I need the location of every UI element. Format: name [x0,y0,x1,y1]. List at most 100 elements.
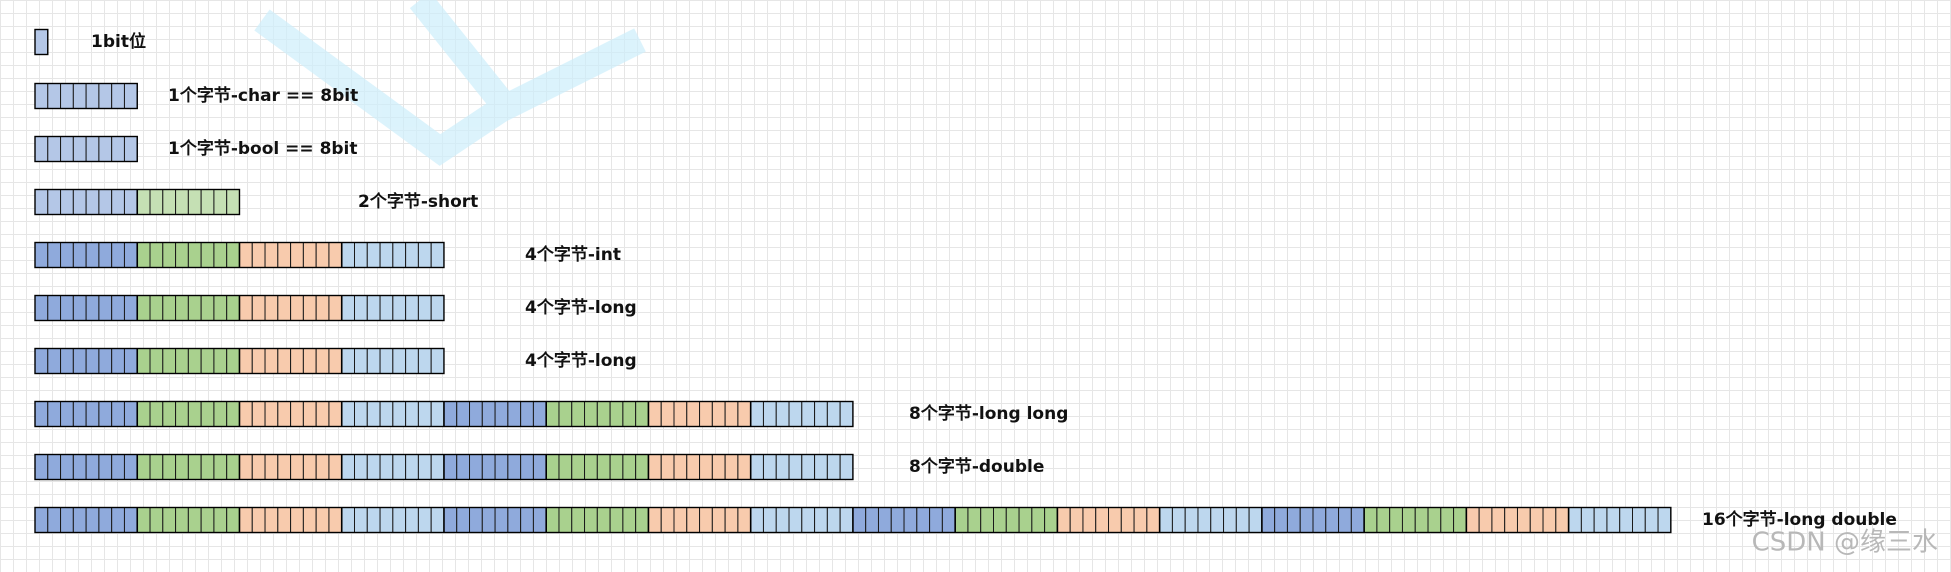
bit-cell [213,242,228,268]
bit-cell [571,507,586,533]
bit-cell [405,454,419,480]
bit-cell [277,242,292,268]
bit-cell [1223,507,1237,533]
bit-cell [494,454,509,480]
bit-cell [1657,507,1672,533]
bit-cell [839,401,854,427]
bit-cell [993,507,1007,533]
bit-cell [328,242,343,268]
bit-cell [1108,507,1122,533]
bit-cell [123,348,138,374]
bit-cell [277,454,292,480]
bit-cell [366,242,381,268]
bit-cell [622,454,637,480]
bit-cell [60,507,74,533]
bit-cell [175,348,189,374]
bit-cell [443,401,458,427]
bit-cell [302,348,317,374]
bit-cell [238,401,253,427]
bit-cell [123,83,138,109]
bit-cell [136,348,151,374]
bit-cell [47,507,62,533]
bit-cell [379,454,394,480]
bit-cell [162,348,177,374]
bit-cell [1440,507,1455,533]
bit-cell [392,295,407,321]
bar-outline [34,453,854,481]
bit-cell [47,454,62,480]
bit-cell [34,83,49,109]
bit-cell [584,454,598,480]
bit-cell [290,242,304,268]
bit-cell [711,401,726,427]
bit-cell [341,507,356,533]
bit-cell [213,454,228,480]
bit-cell [1465,507,1480,533]
bit-cell [1171,507,1186,533]
bit-cell [123,136,138,162]
bit-cell [1005,507,1020,533]
bit-cell [175,242,189,268]
bit-cell [405,295,419,321]
bit-cell [354,401,368,427]
bit-cell [85,242,100,268]
bit-cell [622,401,637,427]
bit-cell [737,507,752,533]
bit-cell [162,401,177,427]
bit-cell [520,401,534,427]
bar-outline [34,294,445,322]
bit-cell [1568,507,1582,533]
bit-cell [392,454,407,480]
bit-cell [1325,507,1340,533]
bit-cell [1082,507,1097,533]
bit-cell [699,454,713,480]
bit-cell [354,242,368,268]
bit-cell [456,507,471,533]
bit-cell [481,401,496,427]
watermark: CSDN @缘三水 [1752,528,1938,558]
bit-cell [967,507,982,533]
bit-cell [328,295,343,321]
bit-cell [175,454,189,480]
bit-cell [724,454,739,480]
bit-cell [238,242,253,268]
bit-cell [877,507,892,533]
bit-cell [72,401,87,427]
bit-cell [622,507,637,533]
bit-cell [149,401,164,427]
bit-cell [826,401,841,427]
bit-cell [673,454,688,480]
bit-bar [34,82,138,110]
bit-bar [34,400,854,428]
row-label: 1个字节-char == 8bit [168,85,358,106]
bit-cell [34,295,49,321]
bit-cell [1529,507,1544,533]
bit-bar [34,188,241,216]
bit-cell [136,507,151,533]
bit-cell [788,454,803,480]
bit-cell [328,507,343,533]
bit-cell [60,295,74,321]
bit-cell [775,401,790,427]
bar-outline [34,347,445,375]
bit-cell [980,507,994,533]
bit-cell [111,242,125,268]
bit-cell [149,454,164,480]
row-label: 2个字节-short [358,191,478,212]
bit-cell [405,348,419,374]
bit-cell [354,454,368,480]
bit-cell [136,242,151,268]
bit-cell [226,295,240,321]
bit-cell [507,401,522,427]
bit-cell [1453,507,1467,533]
bit-cell [571,401,586,427]
bit-cell [60,136,74,162]
bit-cell [238,295,253,321]
bit-cell [72,348,87,374]
bit-cell [277,295,292,321]
bit-cell [392,348,407,374]
bit-cell [584,507,598,533]
bit-cell [929,507,943,533]
bit-cell [226,348,240,374]
bit-cell [302,401,317,427]
